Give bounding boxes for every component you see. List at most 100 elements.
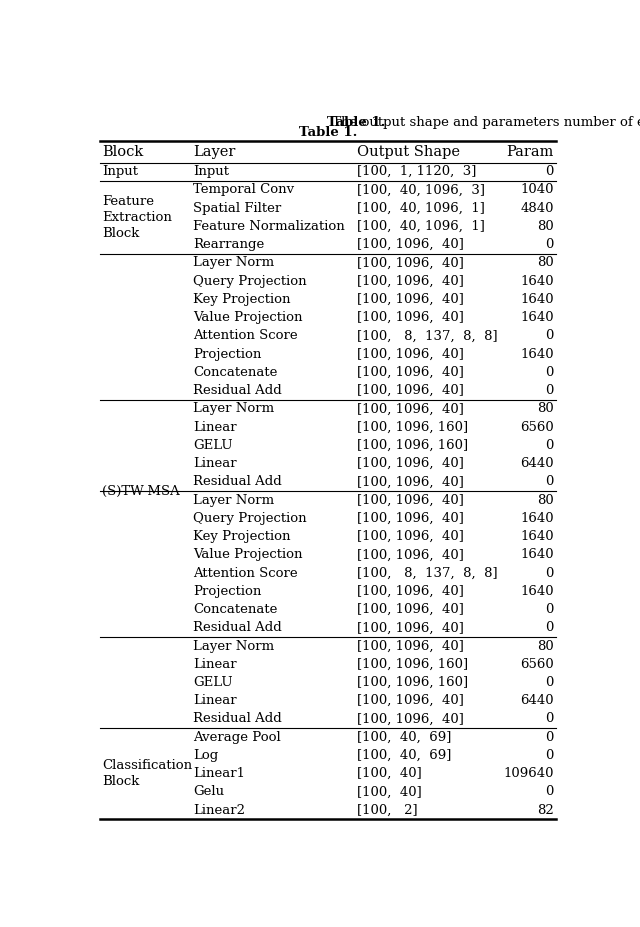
Text: [100, 1096,  40]: [100, 1096, 40]	[356, 311, 463, 324]
Text: Residual Add: Residual Add	[193, 621, 282, 634]
Text: [100, 1096,  40]: [100, 1096, 40]	[356, 366, 463, 379]
Text: 1640: 1640	[520, 274, 554, 287]
Text: (S)TW-MSA: (S)TW-MSA	[102, 485, 180, 498]
Text: Projection: Projection	[193, 585, 262, 598]
Text: The output shape and parameters number of each layer: The output shape and parameters number o…	[328, 116, 640, 129]
Text: 0: 0	[545, 165, 554, 178]
Text: Linear: Linear	[193, 457, 237, 470]
Text: 1640: 1640	[520, 585, 554, 598]
Text: Input: Input	[102, 165, 138, 178]
Text: [100,  40,  69]: [100, 40, 69]	[356, 749, 451, 762]
Text: Concatenate: Concatenate	[193, 603, 278, 616]
Text: Value Projection: Value Projection	[193, 311, 303, 324]
Text: [100,   2]: [100, 2]	[356, 804, 417, 817]
Text: [100,  40, 1096,  1]: [100, 40, 1096, 1]	[356, 202, 484, 215]
Text: [100, 1096, 160]: [100, 1096, 160]	[356, 421, 468, 434]
Text: 1640: 1640	[520, 311, 554, 324]
Text: 6440: 6440	[520, 694, 554, 707]
Text: 0: 0	[545, 749, 554, 762]
Text: [100,  1, 1120,  3]: [100, 1, 1120, 3]	[356, 165, 476, 178]
Text: 0: 0	[545, 329, 554, 342]
Text: Attention Score: Attention Score	[193, 329, 298, 342]
Text: Query Projection: Query Projection	[193, 274, 307, 287]
Text: [100,  40]: [100, 40]	[356, 785, 422, 798]
Text: [100, 1096,  40]: [100, 1096, 40]	[356, 512, 463, 525]
Text: GELU: GELU	[193, 676, 233, 689]
Text: 0: 0	[545, 621, 554, 634]
Text: [100, 1096,  40]: [100, 1096, 40]	[356, 402, 463, 415]
Text: 109640: 109640	[503, 768, 554, 781]
Text: Residual Add: Residual Add	[193, 713, 282, 726]
Text: Linear: Linear	[193, 694, 237, 707]
Text: 6440: 6440	[520, 457, 554, 470]
Text: [100, 1096,  40]: [100, 1096, 40]	[356, 640, 463, 653]
Text: Projection: Projection	[193, 348, 262, 361]
Text: Residual Add: Residual Add	[193, 384, 282, 397]
Text: 0: 0	[545, 730, 554, 743]
Text: Classification
Block: Classification Block	[102, 759, 193, 788]
Text: [100, 1096,  40]: [100, 1096, 40]	[356, 476, 463, 489]
Text: [100, 1096,  40]: [100, 1096, 40]	[356, 257, 463, 270]
Text: Layer Norm: Layer Norm	[193, 402, 274, 415]
Text: Layer: Layer	[193, 145, 236, 159]
Text: [100, 1096,  40]: [100, 1096, 40]	[356, 238, 463, 251]
Text: [100,  40,  69]: [100, 40, 69]	[356, 730, 451, 743]
Text: 80: 80	[537, 220, 554, 233]
Text: [100, 1096, 160]: [100, 1096, 160]	[356, 438, 468, 451]
Text: [100, 1096,  40]: [100, 1096, 40]	[356, 713, 463, 726]
Text: [100, 1096, 160]: [100, 1096, 160]	[356, 658, 468, 671]
Text: 0: 0	[545, 476, 554, 489]
Text: Input: Input	[193, 165, 229, 178]
Text: 0: 0	[545, 438, 554, 451]
Text: 82: 82	[537, 804, 554, 817]
Text: 0: 0	[545, 676, 554, 689]
Text: [100, 1096,  40]: [100, 1096, 40]	[356, 530, 463, 543]
Text: Query Projection: Query Projection	[193, 512, 307, 525]
Text: 80: 80	[537, 402, 554, 415]
Text: [100,  40, 1096,  3]: [100, 40, 1096, 3]	[356, 184, 484, 197]
Text: Block: Block	[102, 145, 143, 159]
Text: Feature
Extraction
Block: Feature Extraction Block	[102, 195, 172, 240]
Text: [100,   8,  137,  8,  8]: [100, 8, 137, 8, 8]	[356, 566, 497, 579]
Text: [100,  40]: [100, 40]	[356, 768, 422, 781]
Text: 80: 80	[537, 640, 554, 653]
Text: Key Projection: Key Projection	[193, 293, 291, 306]
Text: 0: 0	[545, 384, 554, 397]
Text: 1040: 1040	[520, 184, 554, 197]
Text: GELU: GELU	[193, 438, 233, 451]
Text: Value Projection: Value Projection	[193, 549, 303, 562]
Text: 1640: 1640	[520, 512, 554, 525]
Text: [100, 1096,  40]: [100, 1096, 40]	[356, 549, 463, 562]
Text: [100, 1096,  40]: [100, 1096, 40]	[356, 694, 463, 707]
Text: Layer Norm: Layer Norm	[193, 257, 274, 270]
Text: Linear2: Linear2	[193, 804, 245, 817]
Text: Spatial Filter: Spatial Filter	[193, 202, 282, 215]
Text: Table 1.: Table 1.	[299, 125, 357, 138]
Text: 0: 0	[545, 603, 554, 616]
Text: 0: 0	[545, 238, 554, 251]
Text: Temporal Conv: Temporal Conv	[193, 184, 294, 197]
Text: [100, 1096,  40]: [100, 1096, 40]	[356, 621, 463, 634]
Text: 1640: 1640	[520, 530, 554, 543]
Text: [100,   8,  137,  8,  8]: [100, 8, 137, 8, 8]	[356, 329, 497, 342]
Text: 1640: 1640	[520, 348, 554, 361]
Text: [100, 1096, 160]: [100, 1096, 160]	[356, 676, 468, 689]
Text: 80: 80	[537, 257, 554, 270]
Text: 6560: 6560	[520, 421, 554, 434]
Text: [100, 1096,  40]: [100, 1096, 40]	[356, 457, 463, 470]
Text: [100, 1096,  40]: [100, 1096, 40]	[356, 384, 463, 397]
Text: Linear1: Linear1	[193, 768, 245, 781]
Text: Rearrange: Rearrange	[193, 238, 264, 251]
Text: 4840: 4840	[520, 202, 554, 215]
Text: 0: 0	[545, 785, 554, 798]
Text: Attention Score: Attention Score	[193, 566, 298, 579]
Text: Average Pool: Average Pool	[193, 730, 281, 743]
Text: Layer Norm: Layer Norm	[193, 493, 274, 506]
Text: [100, 1096,  40]: [100, 1096, 40]	[356, 274, 463, 287]
Text: [100,  40, 1096,  1]: [100, 40, 1096, 1]	[356, 220, 484, 233]
Text: Feature Normalization: Feature Normalization	[193, 220, 345, 233]
Text: [100, 1096,  40]: [100, 1096, 40]	[356, 585, 463, 598]
Text: Table 1.: Table 1.	[327, 116, 385, 129]
Text: Log: Log	[193, 749, 218, 762]
Text: Key Projection: Key Projection	[193, 530, 291, 543]
